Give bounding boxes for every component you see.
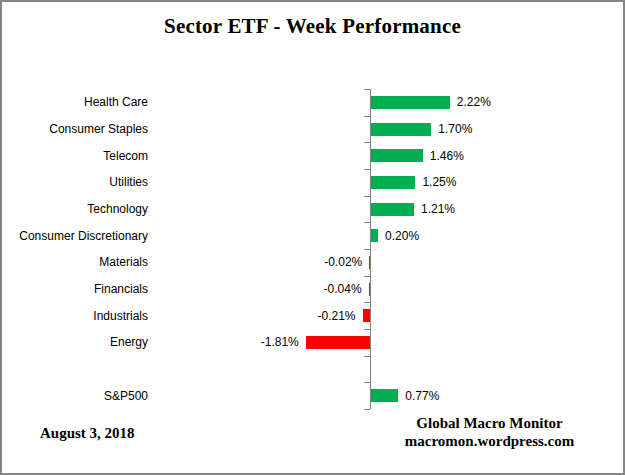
brand-name: Global Macro Monitor <box>377 414 602 432</box>
value-label: -0.21% <box>318 308 356 324</box>
category-label: Utilities <box>109 174 148 190</box>
bar-positive <box>371 229 378 242</box>
category-label: Telecom <box>103 148 148 164</box>
category-label: Consumer Staples <box>49 121 148 137</box>
bar-positive <box>371 203 414 216</box>
category-label: Health Care <box>84 94 148 110</box>
category-label: Technology <box>87 201 148 217</box>
brand-url: macromon.wordpress.com <box>377 432 602 450</box>
value-label: 1.70% <box>438 121 472 137</box>
axis-tick <box>364 116 370 117</box>
axis-tick <box>364 409 370 410</box>
bar-positive <box>371 96 450 109</box>
axis-tick <box>364 169 370 170</box>
bar-positive <box>371 149 423 162</box>
axis-tick <box>364 302 370 303</box>
chart-frame: Sector ETF - Week Performance Health Car… <box>0 0 625 475</box>
axis-tick <box>364 329 370 330</box>
axis-tick <box>364 382 370 383</box>
bar-positive <box>371 123 431 136</box>
value-label: 2.22% <box>457 94 491 110</box>
category-label: S&P500 <box>104 388 148 404</box>
axis-tick <box>364 249 370 250</box>
bar-negative <box>306 336 370 349</box>
date-label: August 3, 2018 <box>40 425 135 442</box>
category-label: Financials <box>94 281 148 297</box>
value-label: 1.25% <box>422 174 456 190</box>
axis-tick <box>364 222 370 223</box>
category-label: Consumer Discretionary <box>19 228 148 244</box>
axis-baseline <box>370 89 371 409</box>
category-label: Energy <box>110 334 148 350</box>
axis-tick <box>364 276 370 277</box>
bar-positive <box>371 389 398 402</box>
category-label: Industrials <box>93 308 148 324</box>
value-label: -1.81% <box>261 334 299 350</box>
value-label: -0.04% <box>324 281 362 297</box>
axis-tick <box>364 356 370 357</box>
axis-tick <box>364 196 370 197</box>
value-label: 1.46% <box>430 148 464 164</box>
bar-positive <box>371 176 415 189</box>
axis-tick <box>364 142 370 143</box>
chart-title: Sector ETF - Week Performance <box>2 14 623 39</box>
value-label: 0.20% <box>385 228 419 244</box>
axis-tick <box>364 89 370 90</box>
category-label: Materials <box>99 254 148 270</box>
value-label: 0.77% <box>405 388 439 404</box>
bar-negative <box>363 309 370 322</box>
brand-block: Global Macro Monitor macromon.wordpress.… <box>377 414 602 450</box>
value-label: -0.02% <box>324 254 362 270</box>
value-label: 1.21% <box>421 201 455 217</box>
